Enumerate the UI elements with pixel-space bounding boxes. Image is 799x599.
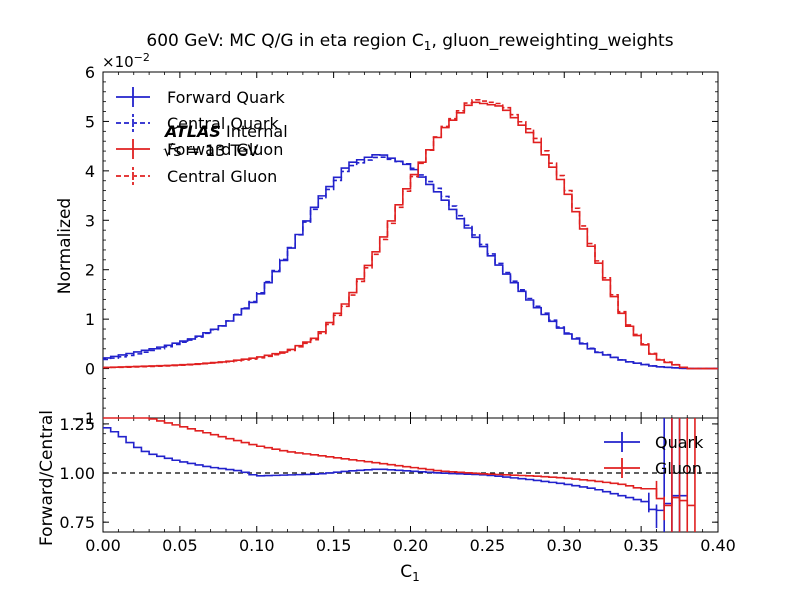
legend-entry-forward-gluon: Forward Gluon	[116, 139, 283, 159]
main-series-group	[103, 99, 718, 370]
ratio-y-tick-label: 1.25	[59, 415, 95, 434]
main-y-tick-label: 4	[85, 162, 95, 181]
main-panel: −1 0 1 2 3 4 5 6	[71, 63, 719, 428]
legend-label-central-gluon: Central Gluon	[167, 167, 277, 186]
x-tick-label: 0.10	[239, 536, 275, 555]
series-forward-gluon	[103, 101, 718, 370]
chart-title: 600 GeV: MC Q/G in eta region C1, gluon_…	[146, 31, 673, 53]
main-y-tick-label: 2	[85, 261, 95, 280]
y-scale-multiplier: ×10−2	[102, 51, 150, 71]
ratio-x-ticks: 0.00 0.05 0.10 0.15 0.20 0.25 0.30 0.35 0.40	[85, 418, 736, 555]
atlas-annotation: ATLAS Internal √s = 13 TeV	[163, 122, 288, 160]
legend-entry-gluon: Gluon	[604, 458, 702, 478]
main-y-tick-label: 3	[85, 211, 95, 230]
x-tick-label: 0.25	[470, 536, 506, 555]
ratio-y-ticks: 0.75 1.00 1.25	[59, 415, 718, 532]
main-y-tick-label: 6	[85, 63, 95, 82]
x-axis-label: C1	[400, 562, 420, 584]
main-y-tick-label: 0	[85, 360, 95, 379]
ratio-series-gluon	[103, 417, 695, 507]
main-y-ticks: −1 0 1 2 3 4 5 6	[71, 63, 718, 428]
legend-label-quark: Quark	[655, 433, 704, 452]
ratio-series-group	[103, 417, 696, 532]
legend-entry-quark: Quark	[604, 432, 704, 452]
main-y-tick-label: 5	[85, 112, 95, 131]
main-legend: Forward Quark Central Quark Forward Gluo…	[116, 87, 286, 186]
legend-entry-central-quark: Central Quark	[116, 114, 279, 133]
legend-label-forward-quark: Forward Quark	[167, 88, 286, 107]
main-y-tick-label: −1	[71, 409, 95, 428]
ratio-legend: Quark Gluon	[604, 432, 704, 478]
ratio-y-tick-label: 1.00	[59, 464, 95, 483]
ratio-series-quark	[103, 427, 688, 512]
x-tick-label: 0.05	[162, 536, 198, 555]
x-tick-label: 0.20	[393, 536, 429, 555]
ratio-y-tick-label: 0.75	[59, 513, 95, 532]
atlas-label: ATLAS Internal	[163, 122, 288, 141]
energy-label: √s = 13 TeV	[163, 141, 258, 160]
legend-label-forward-gluon: Forward Gluon	[167, 140, 283, 159]
x-tick-label: 0.15	[316, 536, 352, 555]
series-central-quark	[103, 156, 718, 370]
main-y-axis-label: Normalized	[55, 198, 75, 294]
x-tick-label: 0.35	[623, 536, 659, 555]
ratio-panel: 0.75 1.00 1.25 0.00 0.05 0.10 0.15 0.20 0.25 0.3…	[59, 415, 735, 555]
legend-entry-forward-quark: Forward Quark	[116, 87, 286, 107]
legend-entry-central-gluon: Central Gluon	[116, 167, 277, 186]
main-y-tick-label: 1	[85, 310, 95, 329]
legend-label-central-quark: Central Quark	[167, 114, 279, 133]
x-tick-label: 0.30	[546, 536, 582, 555]
legend-label-gluon: Gluon	[655, 459, 702, 478]
series-central-gluon	[103, 99, 718, 370]
ratio-axes-frame	[102, 417, 719, 533]
ratio-y-axis-label: Forward/Central	[37, 410, 57, 546]
x-tick-label: 0.40	[700, 536, 736, 555]
x-tick-label: 0.00	[85, 536, 121, 555]
